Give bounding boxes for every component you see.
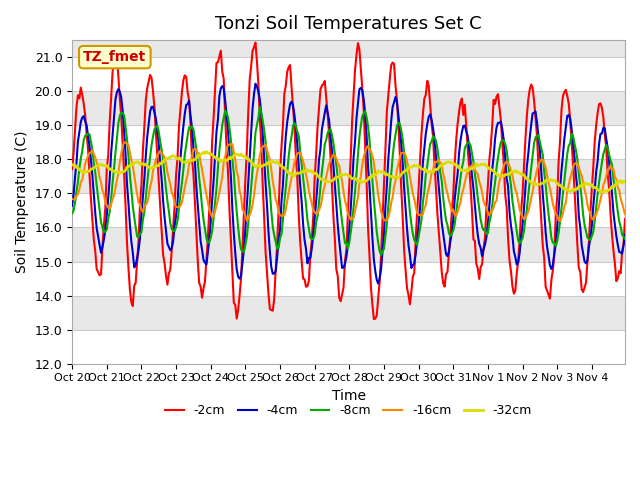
Bar (72, 262, 625, 296)
Bar (72, 228, 625, 262)
Legend: -2cm, -4cm, -8cm, -16cm, -32cm: -2cm, -4cm, -8cm, -16cm, -32cm (160, 399, 537, 422)
Bar (72, 57, 625, 91)
Title: Tonzi Soil Temperatures Set C: Tonzi Soil Temperatures Set C (215, 15, 482, 33)
Bar (72, 91, 625, 125)
Bar (72, 159, 625, 193)
Bar (72, 193, 625, 228)
Text: TZ_fmet: TZ_fmet (83, 50, 147, 64)
Y-axis label: Soil Temperature (C): Soil Temperature (C) (15, 131, 29, 273)
Bar (72, 296, 625, 330)
Bar (72, 23, 625, 57)
X-axis label: Time: Time (332, 389, 365, 403)
Bar (72, 330, 625, 364)
Bar (72, 125, 625, 159)
